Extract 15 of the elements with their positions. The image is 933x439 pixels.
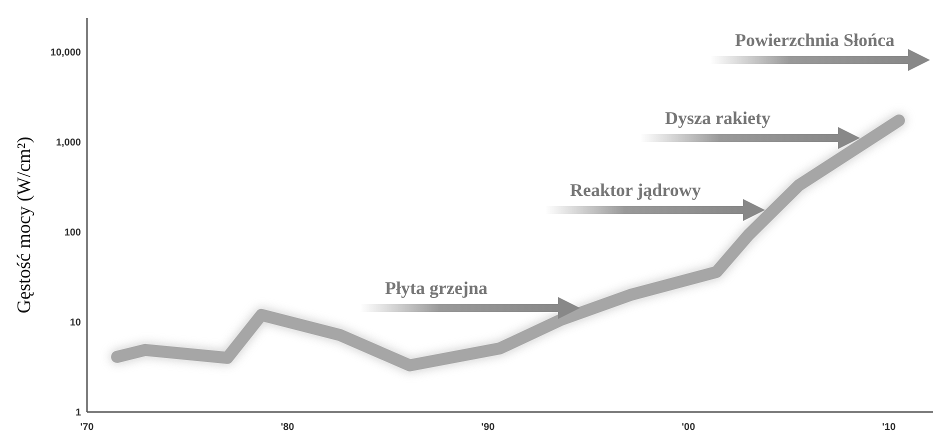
y-tick-label: 10,000 (50, 48, 82, 59)
annotation: Powierzchnia Słońca (735, 30, 894, 50)
y-tick-label: 1,000 (56, 138, 82, 149)
y-tick-label: 100 (64, 228, 82, 239)
y-tick-label: 10 (70, 318, 82, 329)
y-axis-title: Gęstość mocy (W/cm²) (14, 136, 35, 314)
x-tick-label: '90 (481, 422, 496, 433)
x-tick-label: '70 (80, 422, 94, 433)
annotation: Reaktor jądrowy (570, 180, 701, 200)
x-tick-label: '80 (280, 422, 295, 433)
annotation: Dysza rakiety (665, 108, 770, 128)
x-tick-label: '10 (882, 422, 896, 433)
x-tick-label: '00 (682, 422, 696, 433)
y-tick-label: 1 (75, 408, 82, 418)
annotation: Płyta grzejna (385, 278, 488, 298)
